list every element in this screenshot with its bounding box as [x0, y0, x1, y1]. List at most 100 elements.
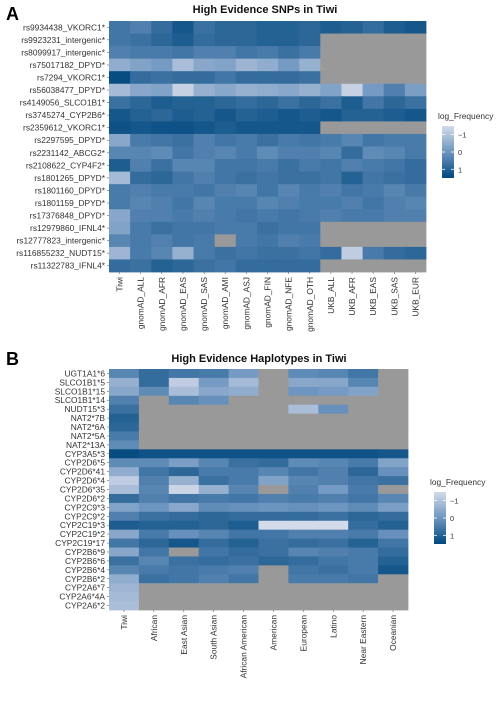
- legend-colorbar: [434, 492, 446, 544]
- heatmap-cell: [235, 46, 258, 60]
- row-label-cyp2c9-3: CYP2C9*3: [64, 502, 105, 512]
- heatmap-cell: [228, 476, 259, 486]
- column-label-gnomad-fin: gnomAD_FIN: [263, 277, 273, 328]
- heatmap-cell: [109, 431, 140, 441]
- row-label-rs11322783-ifnl4: rs11322783_IFNL4*: [31, 261, 106, 271]
- heatmap-cell: [138, 458, 170, 468]
- heatmap-cell: [138, 431, 170, 441]
- heatmap-cell: [193, 209, 216, 223]
- heatmap-cell: [404, 146, 427, 160]
- heatmap-cell: [198, 413, 229, 423]
- heatmap-cell: [109, 476, 140, 486]
- heatmap-cell: [383, 184, 406, 198]
- column-label-ukb-all: UKB_ALL: [326, 277, 336, 314]
- heatmap-cell: [235, 259, 258, 273]
- heatmap-cell: [320, 46, 342, 60]
- heatmap-cell: [404, 184, 427, 198]
- heatmap-cell: [138, 547, 170, 557]
- heatmap-cell: [151, 221, 173, 235]
- column-label-gnomad-all: gnomAD_ALL: [136, 277, 146, 329]
- heatmap-cell: [168, 547, 200, 557]
- row-label-rs2297595-dpyd: rs2297595_DPYD*: [34, 135, 106, 145]
- heatmap-cell: [235, 171, 258, 185]
- heatmap-cell: [168, 413, 200, 423]
- heatmap-cell: [278, 159, 300, 172]
- heatmap-cell: [256, 146, 279, 160]
- heatmap-cell: [341, 21, 363, 34]
- heatmap-cell: [256, 159, 279, 172]
- heatmap-cell: [288, 467, 319, 477]
- heatmap-cell: [318, 476, 349, 486]
- heatmap-cell: [109, 196, 131, 210]
- heatmap-cell: [258, 377, 289, 388]
- heatmap-cell: [168, 538, 200, 548]
- heatmap-cell: [318, 467, 349, 477]
- heatmap-cell: [320, 259, 342, 273]
- heatmap-cell: [320, 21, 342, 34]
- heatmap-cell: [383, 58, 406, 72]
- heatmap-cell: [109, 467, 140, 477]
- heatmap-cell: [278, 33, 300, 47]
- heatmap-cell: [214, 33, 237, 47]
- heatmap-cell: [288, 601, 319, 611]
- heatmap-cell: [348, 592, 379, 602]
- heatmap-cell: [378, 511, 409, 522]
- heatmap-cell: [278, 21, 300, 34]
- heatmap-cell: [318, 601, 349, 611]
- heatmap-cell: [138, 565, 170, 575]
- heatmap-cell: [198, 601, 229, 611]
- legend-tick-label: 0: [458, 148, 462, 157]
- heatmap-cell: [130, 209, 152, 223]
- heatmap-cell: [299, 83, 321, 97]
- heatmap-cell: [348, 529, 379, 539]
- heatmap-cell: [228, 440, 259, 450]
- heatmap-cell: [318, 592, 349, 602]
- heatmap-cell: [198, 458, 229, 468]
- heatmap-cell: [193, 21, 216, 34]
- heatmap-cell: [348, 485, 379, 495]
- heatmap-cell: [109, 413, 140, 423]
- heatmap-cell: [138, 556, 170, 566]
- legend-colorbar: [442, 126, 454, 178]
- heatmap-cell: [228, 485, 259, 495]
- heatmap-cell: [299, 108, 321, 122]
- heatmap-cell: [214, 259, 237, 273]
- heatmap-cell: [341, 159, 363, 172]
- row-label-cyp2d6-5: CYP2D6*5: [64, 458, 105, 468]
- heatmap-cell: [130, 234, 152, 248]
- heatmap-cell: [341, 171, 363, 185]
- heatmap-cell: [258, 583, 289, 593]
- heatmap-cell: [299, 146, 321, 160]
- heatmap-cell: [299, 171, 321, 185]
- heatmap-cell: [228, 556, 259, 566]
- heatmap-cell: [258, 422, 289, 432]
- heatmap-cell: [299, 58, 321, 72]
- heatmap-cell: [228, 422, 259, 432]
- heatmap-cell: [214, 209, 237, 223]
- heatmap-cell: [109, 21, 131, 34]
- heatmap-cell: [228, 502, 259, 513]
- heatmap-cell: [138, 422, 170, 432]
- row-label-rs12777823-intergenic: rs12777823_intergenic*: [17, 236, 106, 246]
- heatmap-cell: [109, 377, 140, 388]
- heatmap-cell: [404, 209, 427, 223]
- heatmap-cell: [235, 196, 258, 210]
- heatmap-cell: [193, 121, 216, 135]
- heatmap-cell: [130, 171, 152, 185]
- heatmap-cell: [193, 108, 216, 122]
- legend-tick-label: −1: [450, 497, 459, 506]
- heatmap-cell: [130, 146, 152, 160]
- heatmap-cell: [258, 386, 289, 397]
- heatmap-cell: [151, 196, 173, 210]
- heatmap-cell: [193, 71, 216, 85]
- heatmap-cell: [138, 583, 170, 593]
- heatmap-cell: [172, 259, 194, 273]
- heatmap-cell: [193, 171, 216, 185]
- heatmap-cell: [130, 221, 152, 235]
- heatmap-cell: [109, 146, 131, 160]
- heatmap-cell: [198, 386, 229, 397]
- heatmap-cell: [383, 133, 406, 147]
- heatmap-cell: [299, 121, 321, 135]
- heatmap-cell: [198, 485, 229, 495]
- heatmap-cell: [168, 377, 200, 388]
